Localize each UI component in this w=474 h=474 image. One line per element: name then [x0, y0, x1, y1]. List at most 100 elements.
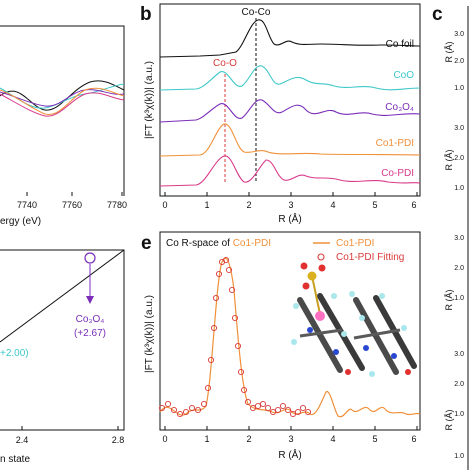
- panel-b-tick-label-1: 1: [204, 200, 209, 210]
- hydrogen-atom: [349, 291, 355, 297]
- panel-d-cut-value: +2.00): [0, 348, 29, 359]
- bond: [297, 297, 343, 373]
- panel-b-tick-label-4: 4: [330, 200, 335, 210]
- panel-c-tick: 2.0: [454, 155, 464, 162]
- nitrogen-atom: [391, 353, 397, 359]
- panel-e-molecular-structure: [291, 262, 417, 377]
- nitrogen-atom: [333, 349, 339, 355]
- panel-e-x-axis-label: R (Å): [278, 448, 301, 461]
- panel-e-title-prefix: Co R-space of: [166, 238, 233, 249]
- panel-b: b |FT (k³χ(k))| (a.u.) Co-Co Co-O Co foi…: [140, 3, 421, 225]
- panel-b-y-axis-label: |FT (k³χ(k))| (a.u.): [144, 61, 155, 139]
- fit-point: [225, 266, 233, 274]
- fit-point: [299, 404, 307, 412]
- panel-b-x-axis-label: R (Å): [278, 212, 301, 225]
- panel-e-legend-label-circle: Co1-PDI Fitting: [336, 252, 404, 263]
- nitrogen-atom: [363, 345, 369, 351]
- panel-d-co3o4-arrow-head: [86, 296, 94, 304]
- panel-d-frame: [0, 249, 125, 431]
- sulfur-atom: [307, 271, 317, 281]
- hydrogen-atom: [293, 303, 299, 309]
- panel-e-tick-label-0: 0: [162, 434, 167, 444]
- panel-c-r-axis-label-3: R (Å): [444, 290, 454, 311]
- panel-b-label-co-pdi: Co-PDI: [381, 168, 414, 179]
- fit-point: [304, 408, 312, 416]
- fit-point: [231, 314, 239, 322]
- fit-point: [164, 400, 172, 408]
- fit-point: [207, 356, 215, 364]
- panel-b-co-co-annotation: Co-Co: [242, 7, 271, 18]
- panel-b-letter: b: [140, 4, 152, 25]
- panel-c-tick: 1.0: [454, 453, 464, 460]
- panel-e-co1-pdi-curve: [159, 257, 421, 418]
- fit-point: [284, 406, 292, 414]
- bond: [317, 293, 365, 371]
- panel-e-legend-label-line: Co1-PDI: [336, 238, 374, 249]
- panel-b-series-co1-pdi: [159, 123, 421, 157]
- sulfate-bond: [311, 275, 321, 315]
- panel-a-tick-label-7760: 7760: [62, 200, 82, 210]
- panel-b-label-co-foil: Co foil: [386, 39, 414, 50]
- panel-e-x-ticks: [164, 426, 418, 430]
- panel-b-co-o-annotation: Co-O: [213, 58, 237, 69]
- panel-c-r-axis-label-2: R (Å): [444, 150, 454, 171]
- panel-a-x-axis-label: ergy (eV): [0, 216, 41, 227]
- panel-c-tick: 2.0: [454, 265, 464, 272]
- panel-b-tick-label-3: 3: [288, 200, 293, 210]
- panel-c-tick: 1.0: [454, 295, 464, 302]
- fit-point: [176, 410, 184, 418]
- oxygen-atom: [302, 282, 310, 290]
- panel-c-tick: 2.0: [454, 58, 464, 65]
- panel-a-tick-label-7740: 7740: [17, 200, 37, 210]
- panel-b-tick-label-0: 0: [162, 200, 167, 210]
- fit-point: [259, 400, 267, 408]
- panel-a-curve-black: [0, 80, 125, 111]
- panel-a-curve-orange: [0, 87, 125, 115]
- fit-point: [222, 256, 230, 264]
- panel-b-label-co3o4: Co₃O₄: [385, 102, 414, 113]
- fit-point: [228, 286, 236, 294]
- bond: [353, 328, 401, 340]
- panel-c-r-axis-label-1: R (Å): [444, 42, 454, 63]
- fit-point: [212, 294, 220, 302]
- panel-c-tick: 3.0: [454, 125, 464, 132]
- panel-a-frame: [0, 25, 125, 196]
- panel-c-tick-labels: 3.0 2.0 1.0 3.0 2.0 1.0 3.0 2.0 1.0 3.0 …: [454, 31, 464, 460]
- panel-c: c R (Å) R (Å) R (Å) R (Å) 3.0 2.0 1.0 3.…: [432, 4, 469, 470]
- panel-d-tick-label-2-8: 2.8: [112, 435, 125, 445]
- panel-c-tick: 1.0: [454, 85, 464, 92]
- panel-c-tick: 1.0: [454, 185, 464, 192]
- fit-point: [215, 270, 223, 278]
- fit-point: [200, 400, 208, 408]
- panel-b-label-co1-pdi: Co1-PDI: [376, 138, 414, 149]
- oxygen-atom: [300, 262, 308, 270]
- panel-e-frame: [159, 231, 421, 431]
- hydrogen-atom: [341, 331, 347, 337]
- oxygen-atom: [405, 369, 411, 375]
- fit-point: [240, 386, 248, 394]
- panel-d-co3o4-value: (+2.67): [74, 328, 106, 339]
- panel-e-title-highlight: Co1-PDI: [233, 238, 271, 249]
- panel-c-tick: 3.0: [454, 31, 464, 38]
- panel-e-y-axis-label: |FT (k³χ(k))| (a.u.): [144, 295, 155, 373]
- hydrogen-atom: [359, 315, 365, 321]
- hydrogen-atom: [401, 325, 407, 331]
- panel-b-tick-label-5: 5: [372, 200, 377, 210]
- panel-e-title: Co R-space of Co1-PDI: [166, 238, 271, 249]
- fit-point: [204, 384, 212, 392]
- panel-b-tick-label-2: 2: [246, 200, 251, 210]
- panel-a-curve-purple: [0, 89, 125, 107]
- fit-point: [289, 410, 297, 418]
- panel-b-x-ticks: [164, 192, 418, 196]
- panel-e-tick-label-1: 1: [204, 434, 209, 444]
- hydrogen-atom: [369, 371, 375, 377]
- nitrogen-atom: [307, 327, 313, 333]
- fit-point: [237, 368, 245, 376]
- panel-b-series-co-foil: [159, 19, 421, 58]
- panel-d-tick-label-2-4: 2.4: [16, 435, 29, 445]
- panel-d-x-axis-label: n state: [0, 454, 30, 465]
- fit-point: [294, 408, 302, 416]
- panel-e: e |FT (k³χ(k))| (a.u.) Co R-space of Co1…: [141, 231, 421, 461]
- fit-point: [158, 404, 166, 412]
